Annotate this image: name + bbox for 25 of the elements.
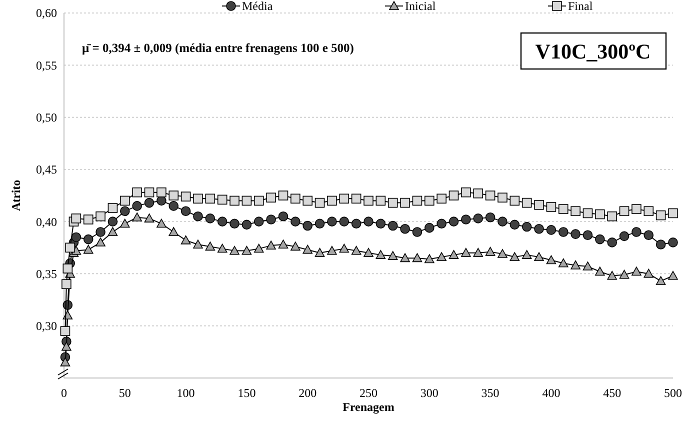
x-tick-label: 250 xyxy=(360,386,378,400)
y-tick-label: 0,30 xyxy=(36,319,57,334)
legend-label: Inicial xyxy=(405,0,436,14)
y-tick-label: 0,55 xyxy=(36,58,57,72)
y-tick-label: 0,45 xyxy=(36,162,57,177)
y-tick-label: 0,35 xyxy=(36,266,57,281)
x-tick-label: 300 xyxy=(420,386,438,400)
annotation: μ̄ = 0,394 ± 0,009 (média entre frenagens 100 e 500) xyxy=(82,41,354,55)
y-tick-label: 0,50 xyxy=(36,110,57,124)
x-tick-label: 50 xyxy=(118,386,131,400)
legend-label: Final xyxy=(568,0,594,14)
x-tick-label: 500 xyxy=(664,386,682,400)
x-tick-label: 350 xyxy=(481,386,500,400)
y-tick-label: 0,60 xyxy=(36,6,57,20)
y-tick-label: 0,40 xyxy=(36,214,57,229)
y-axis-title: Atrito xyxy=(9,180,23,212)
x-axis-title: Frenagem xyxy=(342,400,394,414)
x-tick-label: 400 xyxy=(542,386,560,400)
x-tick-label: 100 xyxy=(176,386,195,400)
x-tick-label: 0 xyxy=(61,386,67,400)
x-tick-label: 450 xyxy=(603,386,622,400)
x-tick-label: 200 xyxy=(298,386,317,400)
annotation: V10C_300ºC xyxy=(535,39,651,64)
legend-label: Média xyxy=(242,0,274,14)
x-tick-label: 150 xyxy=(238,386,256,400)
